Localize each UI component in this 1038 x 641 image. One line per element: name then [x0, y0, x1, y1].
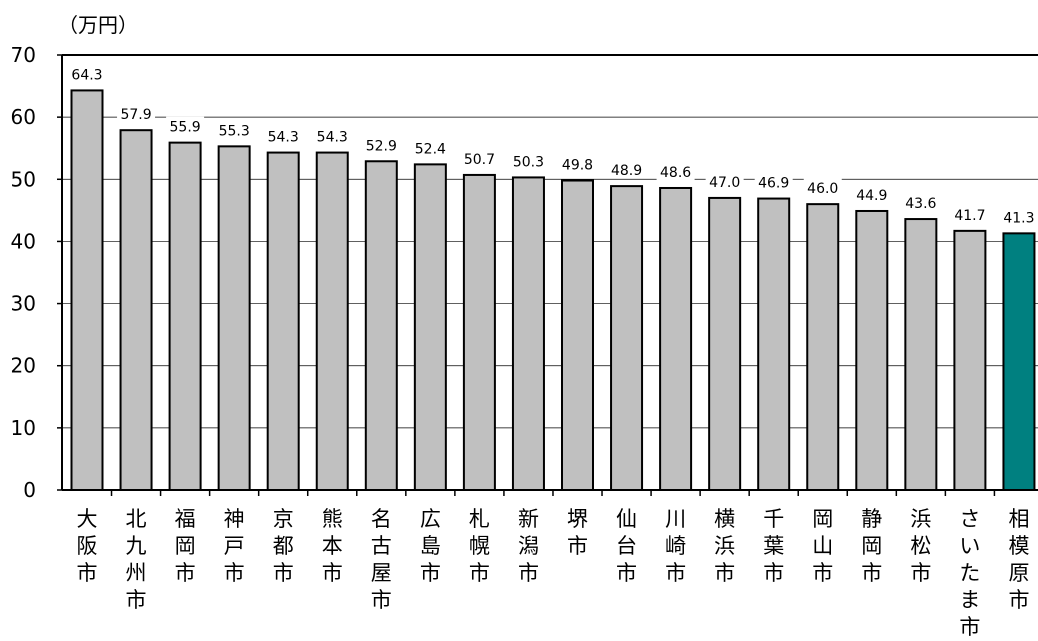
data-label: 48.6 [660, 165, 691, 181]
bar [364, 160, 398, 491]
bar [757, 197, 791, 492]
category-label: 北九州市 [126, 507, 147, 612]
y-axis-ticks: 0 10 20 30 40 50 60 70 [11, 43, 36, 502]
data-label: 44.9 [856, 188, 887, 204]
axes [57, 54, 1038, 496]
y-tick-label: 60 [11, 105, 36, 129]
data-label: 43.6 [905, 196, 936, 212]
y-tick-label: 20 [11, 354, 36, 378]
data-label-background [607, 160, 646, 179]
bar [708, 196, 742, 492]
data-label-background [460, 148, 499, 167]
bar [462, 173, 496, 492]
bar [168, 141, 202, 491]
bar [70, 89, 104, 492]
bar [953, 229, 987, 491]
data-label-background [215, 120, 254, 139]
data-label: 46.9 [758, 176, 789, 192]
gridlines [62, 54, 1038, 429]
data-label: 46.0 [807, 181, 838, 197]
category-label: 福岡市 [175, 507, 196, 585]
bar [610, 185, 644, 491]
data-label-background [264, 126, 303, 145]
data-label-background [558, 154, 597, 173]
data-label-background [754, 172, 793, 191]
category-label: 千葉市 [763, 507, 784, 585]
y-tick-label: 50 [11, 167, 36, 191]
data-labels: 64.3 57.9 55.9 55.3 54.3 54.3 52.9 52.4 50.7 50.3… [68, 64, 1038, 226]
category-label: 熊本市 [322, 507, 343, 585]
data-label: 52.9 [366, 138, 397, 154]
data-label: 52.4 [415, 141, 446, 157]
data-label-background [313, 126, 352, 145]
data-label: 55.9 [170, 120, 201, 136]
bar [266, 151, 300, 491]
data-label: 54.3 [268, 130, 299, 146]
category-label: 京都市 [273, 507, 294, 585]
data-label-background [852, 184, 891, 203]
category-label: 相模原市 [1008, 507, 1029, 612]
category-label: さいたま市 [959, 507, 980, 639]
category-label: 神戸市 [224, 507, 245, 585]
data-label: 49.8 [562, 158, 593, 174]
category-label: 新潟市 [518, 507, 539, 585]
data-label-background [411, 138, 450, 157]
bars [70, 89, 1036, 492]
data-label-background [901, 193, 940, 212]
x-axis-categories: 大阪市 北九州市 福岡市 神戸市 京都市 熊本市 名古屋市 広島市 札幌市 新潟市 堺市 仙台市 川崎市… [77, 507, 1030, 639]
bar [511, 176, 545, 492]
data-label-background [117, 104, 156, 123]
bar [1002, 232, 1036, 491]
bar [904, 218, 938, 492]
bar [855, 209, 889, 491]
category-label: 大阪市 [77, 507, 98, 585]
y-tick-label: 10 [11, 416, 36, 440]
category-label: 名古屋市 [371, 507, 392, 612]
data-label-background [803, 178, 842, 197]
category-label: 札幌市 [469, 507, 490, 585]
data-label: 48.9 [611, 163, 642, 179]
data-label-background [68, 64, 106, 83]
category-label: 広島市 [420, 507, 441, 585]
data-label-background [705, 171, 744, 190]
category-label: 静岡市 [861, 507, 882, 585]
y-tick-label: 0 [23, 478, 36, 502]
category-label: 堺市 [567, 507, 588, 558]
category-label: 岡山市 [812, 507, 833, 585]
y-tick-label: 40 [11, 229, 36, 253]
bar [315, 151, 349, 491]
data-label: 41.3 [1003, 210, 1034, 226]
data-label-background [999, 207, 1038, 226]
data-label: 50.7 [464, 152, 495, 168]
data-label: 57.9 [120, 107, 151, 123]
data-label-background [362, 135, 401, 154]
bar [413, 163, 447, 491]
bar [561, 179, 594, 491]
data-label: 50.3 [513, 154, 544, 170]
category-label: 仙台市 [616, 507, 637, 585]
data-label-background [950, 204, 989, 223]
bar [217, 145, 251, 491]
category-label: 川崎市 [665, 507, 686, 585]
data-label-background [656, 161, 695, 180]
bar [119, 129, 153, 491]
data-label: 54.3 [317, 130, 348, 146]
bar [659, 186, 693, 491]
y-axis-unit-label: （万円） [58, 13, 138, 37]
data-label: 64.3 [71, 67, 102, 83]
data-label-background [509, 151, 548, 170]
bar [806, 203, 840, 491]
data-label-background [166, 116, 205, 135]
data-label: 55.3 [219, 123, 250, 139]
y-tick-label: 30 [11, 292, 36, 316]
category-label: 浜松市 [910, 507, 931, 585]
data-label: 41.7 [954, 208, 985, 224]
y-tick-label: 70 [11, 43, 36, 67]
category-label: 横浜市 [714, 507, 735, 585]
data-label: 47.0 [709, 175, 740, 191]
